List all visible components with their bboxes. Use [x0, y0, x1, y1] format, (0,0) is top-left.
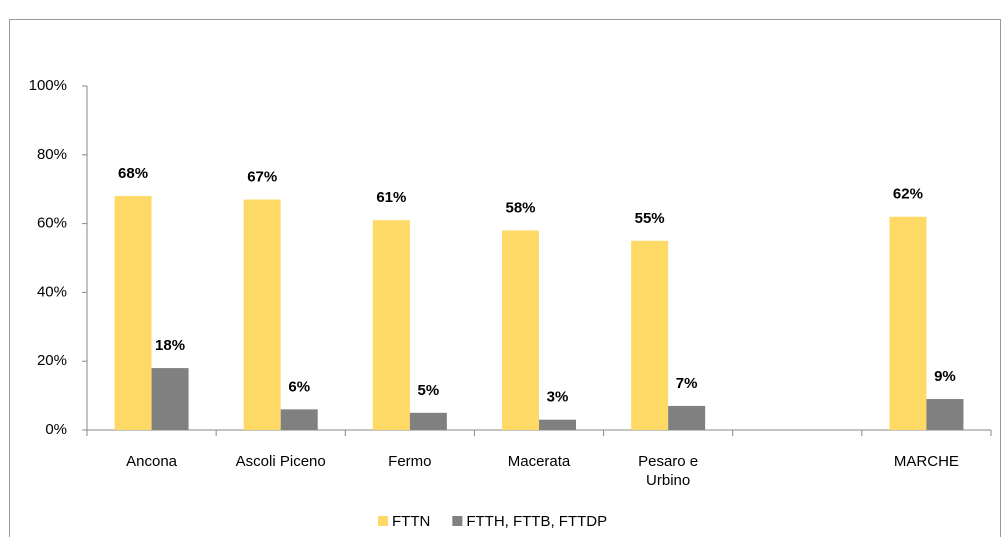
bar [668, 405, 706, 430]
data-label: 7% [676, 375, 698, 392]
legend-label: FTTN [392, 513, 430, 530]
y-tick-label: 100% [29, 77, 67, 94]
bar [372, 220, 410, 430]
data-label: 3% [547, 389, 569, 406]
data-label: 18% [155, 337, 185, 354]
bar [502, 230, 539, 430]
bar [151, 368, 189, 430]
x-tick-label: Fermo [388, 453, 432, 470]
bar [280, 409, 318, 430]
x-tick-label: Ancona [126, 453, 177, 470]
y-tick-label: 20% [37, 352, 67, 369]
data-label: 58% [505, 199, 535, 216]
y-tick-label: 80% [37, 146, 67, 163]
data-label: 5% [418, 382, 440, 399]
data-label: 9% [934, 368, 956, 385]
x-tick-label: Ascoli Piceno [235, 453, 326, 470]
bar [409, 412, 447, 430]
bar [926, 399, 964, 430]
bar [539, 419, 576, 430]
bar [114, 196, 152, 430]
legend-swatch [452, 516, 463, 526]
data-label: 6% [288, 378, 310, 395]
x-tick-label: MARCHE [893, 453, 959, 470]
bar [889, 216, 927, 430]
data-label: 61% [376, 189, 406, 206]
chart-border [9, 19, 1001, 537]
data-label: 62% [893, 186, 923, 203]
bar [631, 240, 669, 430]
data-label: 55% [635, 210, 665, 227]
legend-label: FTTH, FTTB, FTTDP [466, 513, 607, 530]
bar [243, 199, 281, 430]
data-label: 68% [118, 165, 148, 182]
legend-swatch [378, 516, 388, 526]
x-tick-label: Macerata [507, 453, 571, 470]
x-tick-label: Pesaro e Urbino [638, 453, 699, 489]
data-label: 67% [247, 168, 277, 185]
y-tick-label: 40% [37, 283, 67, 300]
y-tick-label: 60% [37, 215, 67, 232]
y-tick-label: 0% [45, 421, 67, 438]
